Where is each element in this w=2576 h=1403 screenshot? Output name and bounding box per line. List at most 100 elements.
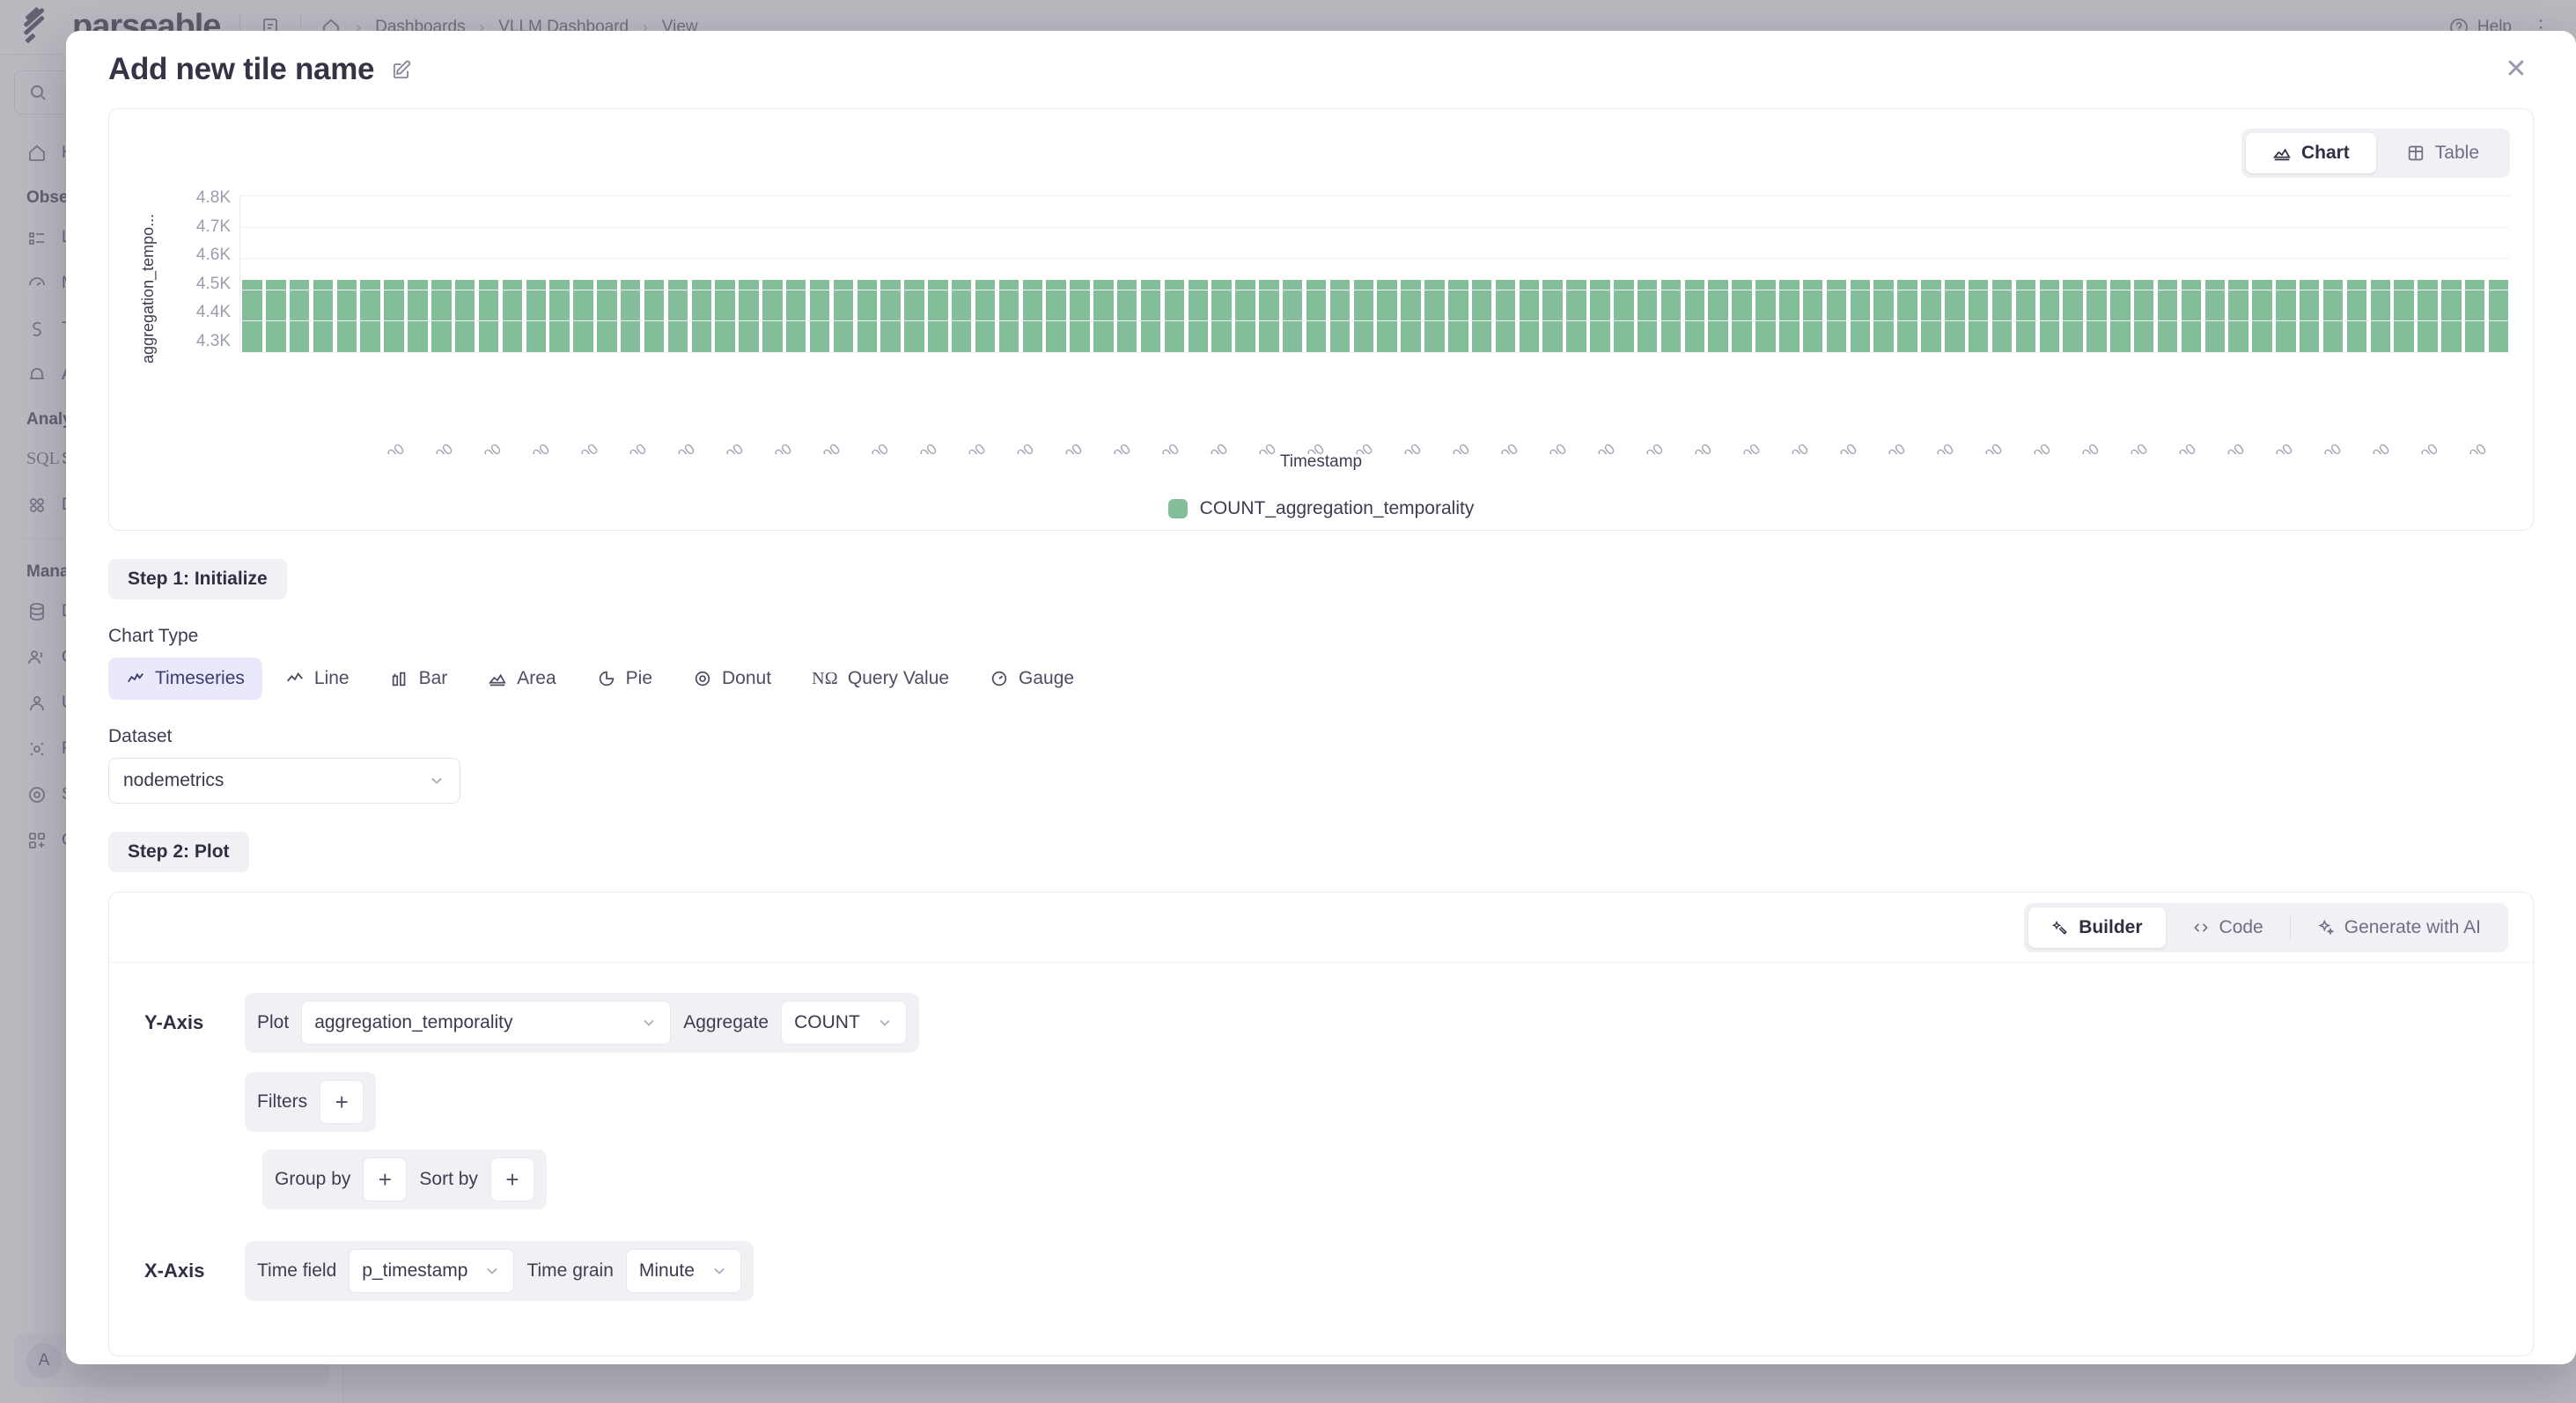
y-axis-row: Y-Axis Plot aggregation_temporality Aggr… <box>144 993 2498 1053</box>
chart-bar <box>289 280 310 352</box>
chart-bar <box>1684 280 1705 352</box>
sort-by-label: Sort by <box>419 1169 478 1189</box>
mode-code[interactable]: Code <box>2169 907 2286 948</box>
chart-bar <box>762 280 783 352</box>
timeseries-icon <box>126 669 145 688</box>
chart-type-timeseries[interactable]: Timeseries <box>108 657 262 700</box>
aggregate-select[interactable]: COUNT <box>781 1001 907 1045</box>
chart-bar <box>1093 280 1114 352</box>
chart-bar <box>2133 280 2154 352</box>
chart-bar <box>2394 280 2414 352</box>
y-axis-tick-label: 4.3K <box>195 331 231 350</box>
chart-type-label: Pie <box>625 668 653 688</box>
dataset-select[interactable]: nodemetrics <box>108 758 460 804</box>
chart-type-line[interactable]: Line <box>268 657 367 700</box>
add-filter-button[interactable]: + <box>320 1080 364 1124</box>
chart-bar <box>2370 280 2391 352</box>
builder-body: Y-Axis Plot aggregation_temporality Aggr… <box>109 963 2533 1355</box>
chart-type-label: Area <box>517 668 556 688</box>
close-icon[interactable]: ✕ <box>2505 55 2528 84</box>
chart-bar <box>1614 280 1634 352</box>
chart-bar <box>1022 280 1043 352</box>
chart-bar <box>2204 280 2225 352</box>
code-icon <box>2192 919 2210 937</box>
chart-bar <box>833 280 854 352</box>
chart-bar <box>549 280 570 352</box>
page-title: Add new tile name <box>108 52 375 86</box>
chart-bar <box>1211 280 1232 352</box>
mode-toggle: Builder Code Generate with AI <box>2024 902 2508 952</box>
chart-type-area[interactable]: Area <box>470 657 573 700</box>
chart-bar <box>1637 280 1658 352</box>
chart-bar <box>880 280 901 352</box>
step-1-label: Step 1: Initialize <box>108 559 287 599</box>
mode-builder[interactable]: Builder <box>2028 907 2166 948</box>
x-axis-ticks: 2025-08-13T15:21:002025-08-13T15:25:0020… <box>239 357 2510 454</box>
chart-type-query-value[interactable]: NΩ Query Value <box>794 657 967 700</box>
chart-bar <box>1566 280 1586 352</box>
add-group-by-button[interactable]: + <box>363 1157 408 1201</box>
group-sort-row: Group by + Sort by + <box>262 1150 2498 1209</box>
chart-bar <box>597 280 617 352</box>
chart-bar <box>1424 280 1445 352</box>
mode-generate-with-ai[interactable]: Generate with AI <box>2294 907 2504 948</box>
builder-icon <box>2051 919 2069 937</box>
plot-builder: Builder Code Generate with AI Y-Axis <box>108 892 2534 1356</box>
y-axis-title: aggregation_tempo... <box>139 213 157 364</box>
chart-type-pie[interactable]: Pie <box>579 657 670 700</box>
chart-bar <box>2228 280 2248 352</box>
gridline <box>240 320 2510 322</box>
chart-type-label: Chart Type <box>108 626 199 646</box>
chart-bar <box>1188 280 1209 352</box>
x-axis-label: X-Axis <box>144 1260 205 1282</box>
chart-type-gauge[interactable]: Gauge <box>972 657 1092 700</box>
x-axis-row: X-Axis Time field p_timestamp Time grain… <box>144 1241 2498 1301</box>
bar-icon <box>390 669 409 688</box>
line-icon <box>285 669 305 688</box>
chevron-down-icon <box>483 1262 501 1280</box>
time-grain-select[interactable]: Minute <box>625 1249 741 1293</box>
chart-bar <box>431 280 452 352</box>
chart-type-label: Gauge <box>1019 668 1075 688</box>
pencil-icon[interactable] <box>390 58 413 81</box>
chart-bar <box>809 280 830 352</box>
gridline <box>240 352 2510 353</box>
time-grain-value: Minute <box>638 1260 695 1281</box>
chart-bar <box>1850 280 1871 352</box>
time-field-label: Time field <box>257 1260 337 1281</box>
chart-bar <box>573 280 593 352</box>
area-icon <box>488 669 507 688</box>
chart-bar <box>1401 280 1421 352</box>
chart-bar <box>2322 280 2344 352</box>
chart-bar <box>2181 280 2202 352</box>
mode-builder-label: Builder <box>2079 916 2143 937</box>
time-grain-label: Time grain <box>526 1260 614 1281</box>
chart-bar <box>2063 280 2083 352</box>
plot-field-select[interactable]: aggregation_temporality <box>301 1001 672 1045</box>
chart-bar <box>951 280 972 352</box>
chart-type-label: Line <box>313 668 350 688</box>
chart-bar <box>1660 280 1682 352</box>
chart-bar <box>1259 280 1279 352</box>
chevron-down-icon <box>710 1262 728 1280</box>
chart-bar <box>1116 280 1137 352</box>
view-toggle-table[interactable]: Table <box>2380 133 2506 173</box>
mode-code-label: Code <box>2219 916 2263 937</box>
chart-preview-card: Chart Table aggregation_tempo... 4.8K 4.7… <box>108 108 2534 531</box>
chart-bar <box>998 280 1019 352</box>
chart-bar <box>667 280 688 352</box>
add-sort-by-button[interactable]: + <box>489 1157 534 1201</box>
x-axis-title: Timestamp <box>1279 452 1363 471</box>
chart-bar <box>1164 280 1185 352</box>
chart-type-label: Donut <box>722 668 772 688</box>
chart-type-bar[interactable]: Bar <box>372 657 466 700</box>
y-axis-tick-label: 4.7K <box>195 217 231 236</box>
time-field-select[interactable]: p_timestamp <box>349 1249 515 1293</box>
chart-bar <box>1921 280 1941 352</box>
chart-type-donut[interactable]: Donut <box>675 657 789 700</box>
chart-bar <box>266 280 286 352</box>
dataset-label: Dataset <box>108 726 173 746</box>
view-toggle-chart[interactable]: Chart <box>2245 133 2376 173</box>
chart-bar <box>1755 280 1776 352</box>
filters-row: Filters + <box>245 1072 2498 1132</box>
